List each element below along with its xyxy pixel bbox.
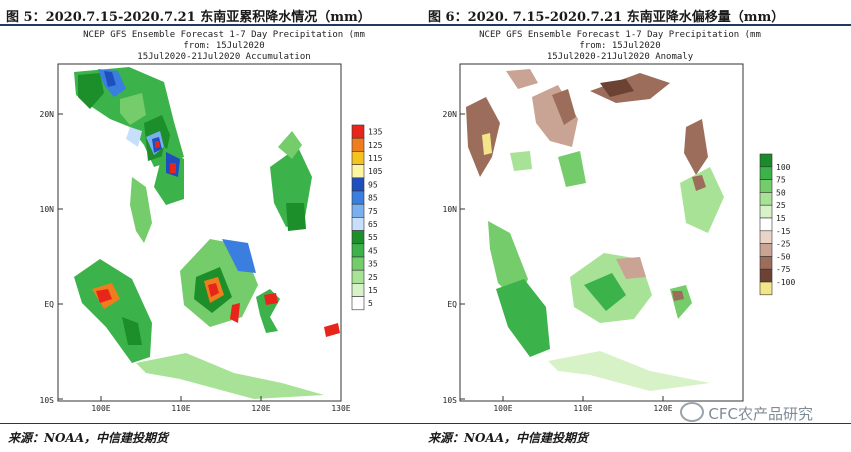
anomaly-map: NCEP GFS Ensemble Forecast 1-7 Day Preci… [440, 27, 820, 419]
anomaly-legend: 100 75 50 25 15 -15 -25 -50 -75 -100 [759, 153, 795, 296]
legend-label: 100 [776, 163, 791, 172]
wechat-icon [680, 402, 705, 422]
watermark: CFC农产品研究 [680, 402, 813, 424]
lat-label: 10S [443, 396, 458, 405]
legend-swatch [759, 204, 773, 219]
legend-swatch [351, 256, 365, 271]
legend-label: -15 [776, 227, 791, 236]
watermark-text: CFC农产品研究 [708, 405, 813, 423]
legend-swatch [759, 153, 773, 168]
legend-swatch [759, 281, 773, 296]
legend-label: 25 [776, 201, 786, 210]
map-header-line1: NCEP GFS Ensemble Forecast 1-7 Day Preci… [83, 30, 365, 40]
legend-swatch [351, 217, 365, 231]
legend-label: 35 [368, 260, 378, 269]
lat-label: 10N [40, 205, 55, 214]
legend-swatch [351, 230, 365, 245]
map-frame [57, 63, 342, 402]
map-header-line1: NCEP GFS Ensemble Forecast 1-7 Day Preci… [479, 30, 761, 40]
figure-5-title: 图 5：2020.7.15-2020.7.21 东南亚累积降水情况（mm） [6, 10, 371, 25]
legend-label: 75 [368, 207, 378, 216]
anomaly-field [466, 69, 724, 391]
legend-swatch [351, 151, 365, 165]
legend-label: -100 [776, 278, 795, 287]
legend-swatch [351, 164, 365, 179]
legend-label: 15 [368, 286, 378, 295]
legend-label: 115 [368, 154, 383, 163]
legend-swatch [759, 166, 773, 180]
source-note-right: 来源：NOAA，中信建投期货 [428, 431, 589, 445]
legend-label: 95 [368, 180, 378, 189]
lat-label: EQ [44, 300, 54, 309]
lat-label: 20N [443, 110, 458, 119]
legend-swatch [759, 243, 773, 257]
legend-label: -50 [776, 252, 791, 261]
map-header-line3: 15Jul2020-21Jul2020 Accumulation [137, 52, 310, 62]
lon-label: 130E [331, 404, 350, 413]
legend-label: 50 [776, 188, 786, 197]
legend-swatch [759, 179, 773, 193]
lat-label: EQ [447, 300, 457, 309]
legend-swatch [759, 192, 773, 206]
legend-swatch [351, 124, 365, 139]
lat-label: 10N [443, 205, 458, 214]
legend-swatch [351, 137, 365, 152]
lon-label: 120E [251, 404, 270, 413]
legend-swatch [351, 177, 365, 192]
source-note-left: 来源：NOAA，中信建投期货 [8, 431, 169, 445]
legend-label: 55 [368, 233, 378, 242]
legend-label: 125 [368, 141, 383, 150]
legend-label: 65 [368, 220, 378, 229]
legend-label: 25 [368, 273, 378, 282]
legend-label: -75 [776, 265, 791, 274]
footer-divider [0, 423, 851, 424]
accumulation-map-panel: NCEP GFS Ensemble Forecast 1-7 Day Preci… [34, 27, 414, 423]
accumulation-legend: 135 125 115 105 95 85 75 65 55 45 35 25 15 5 [351, 124, 383, 311]
lon-label: 100E [91, 404, 110, 413]
lon-label: 110E [573, 404, 592, 413]
legend-swatch [759, 268, 773, 283]
figure-6-title: 图 6：2020. 7.15-2020.7.21 东南亚降水偏移量（mm） [428, 10, 785, 25]
legend-label: 75 [776, 176, 786, 185]
legend-label: 85 [368, 194, 378, 203]
legend-label: 135 [368, 128, 383, 137]
anomaly-map-panel: NCEP GFS Ensemble Forecast 1-7 Day Preci… [440, 27, 820, 423]
legend-label: 45 [368, 246, 378, 255]
map-header-line3: 15Jul2020-21Jul2020 Anomaly [547, 52, 694, 62]
map-header-line2: from: 15Jul2020 [579, 41, 660, 51]
legend-swatch [351, 269, 365, 284]
legend-swatch [351, 203, 365, 218]
legend-label: -25 [776, 240, 791, 249]
legend-swatch [759, 217, 773, 232]
lon-label: 120E [653, 404, 672, 413]
legend-swatch [351, 190, 365, 205]
lon-label: 100E [493, 404, 512, 413]
title-divider [0, 24, 851, 26]
lat-label: 20N [40, 110, 55, 119]
accumulation-map: NCEP GFS Ensemble Forecast 1-7 Day Preci… [34, 27, 414, 419]
legend-label: 15 [776, 214, 786, 223]
gridline-ticks [460, 113, 664, 401]
legend-swatch [759, 256, 773, 270]
gridline-ticks [58, 113, 342, 401]
map-header-line2: from: 15Jul2020 [183, 41, 264, 51]
legend-swatch [351, 243, 365, 258]
precipitation-field [74, 67, 340, 399]
lat-label: 10S [40, 396, 55, 405]
legend-label: 5 [368, 299, 373, 308]
legend-swatch [351, 296, 365, 311]
legend-label: 105 [368, 167, 383, 176]
legend-swatch [759, 230, 773, 244]
lon-label: 110E [171, 404, 190, 413]
legend-swatch [351, 283, 365, 297]
